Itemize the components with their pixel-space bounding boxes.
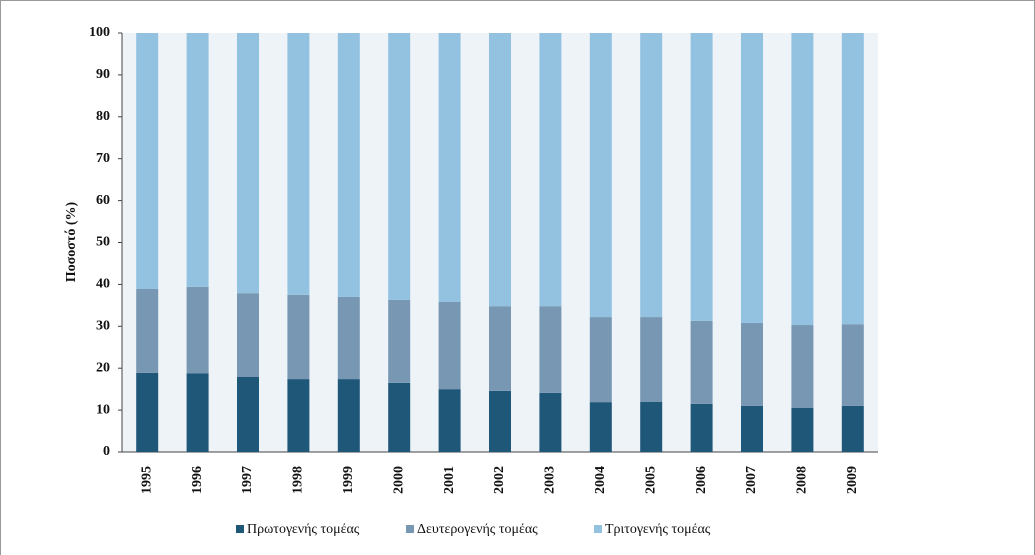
x-tick-label: 2003 bbox=[543, 466, 558, 494]
bar-segment bbox=[287, 33, 310, 295]
y-tick-label: 60 bbox=[96, 193, 110, 208]
bar-segment bbox=[136, 33, 159, 290]
x-tick-label: 2000 bbox=[391, 466, 406, 494]
bar-segment bbox=[690, 403, 713, 452]
bar-segment bbox=[237, 33, 259, 294]
bar-segment bbox=[741, 322, 763, 406]
bar-segment bbox=[640, 401, 663, 452]
bar-segment bbox=[640, 33, 663, 318]
x-tick-label: 2009 bbox=[845, 466, 860, 494]
x-tick-label: 1999 bbox=[341, 466, 356, 494]
bar-segment bbox=[791, 408, 814, 452]
bar-segment bbox=[791, 325, 814, 409]
bar-segment bbox=[438, 33, 461, 302]
bar-segment bbox=[841, 33, 864, 325]
bar-segment bbox=[741, 405, 763, 452]
y-tick-label: 100 bbox=[89, 25, 110, 40]
y-tick-label: 10 bbox=[96, 402, 110, 417]
legend-swatch bbox=[236, 525, 244, 533]
bar-segment bbox=[186, 373, 209, 452]
legend-label: Δευτερογενής τομέας bbox=[417, 522, 538, 537]
bar-segment bbox=[539, 306, 562, 393]
bar-segment bbox=[791, 33, 814, 326]
y-tick-label: 0 bbox=[103, 444, 110, 459]
bar-segment bbox=[388, 299, 411, 383]
x-tick-label: 2007 bbox=[744, 466, 759, 494]
bar-segment bbox=[237, 376, 259, 452]
x-tick-label: 2006 bbox=[694, 466, 709, 494]
x-tick-label: 2004 bbox=[593, 466, 608, 494]
bar-segment bbox=[741, 33, 763, 323]
x-tick-label: 1996 bbox=[190, 466, 205, 494]
bar-segment bbox=[388, 33, 411, 300]
x-tick-label: 2002 bbox=[492, 466, 507, 494]
bar-segment bbox=[186, 33, 209, 287]
legend-label: Τριτογενής τομέας bbox=[605, 522, 711, 537]
x-tick-label: 2001 bbox=[442, 466, 457, 494]
bar-segment bbox=[489, 306, 511, 391]
bar-segment bbox=[388, 382, 411, 452]
bar-segment bbox=[640, 317, 663, 402]
bar-segment bbox=[287, 379, 310, 452]
legend-label: Πρωτογενής τομέας bbox=[247, 522, 360, 537]
bar-segment bbox=[438, 301, 461, 390]
y-tick-label: 50 bbox=[96, 235, 110, 250]
bar-segment bbox=[438, 389, 461, 452]
bar-segment bbox=[539, 392, 562, 452]
y-tick-label: 90 bbox=[96, 67, 110, 82]
bar-segment bbox=[287, 294, 310, 380]
x-tick-label: 1997 bbox=[240, 466, 255, 494]
bar-segment bbox=[136, 289, 159, 373]
bar-segment bbox=[337, 33, 360, 297]
legend-swatch bbox=[594, 525, 602, 533]
x-tick-label: 2005 bbox=[643, 466, 658, 494]
y-tick-label: 40 bbox=[96, 277, 110, 292]
bar-segment bbox=[589, 402, 612, 452]
x-tick-label: 1998 bbox=[291, 466, 306, 494]
y-tick-label: 70 bbox=[96, 151, 110, 166]
bar-segment bbox=[539, 33, 562, 307]
bar-segment bbox=[690, 33, 713, 321]
bar-segment bbox=[589, 33, 612, 318]
legend-swatch bbox=[406, 525, 414, 533]
y-tick-label: 80 bbox=[96, 109, 110, 124]
bar-segment bbox=[337, 379, 360, 452]
bar-segment bbox=[337, 296, 360, 380]
y-axis-label: Ποσοστό (%) bbox=[64, 201, 79, 282]
bar-segment bbox=[136, 372, 159, 452]
bar-segment bbox=[186, 286, 209, 374]
y-tick-label: 20 bbox=[96, 360, 110, 375]
x-tick-label: 1995 bbox=[139, 466, 154, 494]
bar-segment bbox=[690, 320, 713, 404]
bar-segment bbox=[841, 405, 864, 452]
bar-segment bbox=[237, 293, 259, 377]
y-tick-label: 30 bbox=[96, 319, 110, 334]
legend: Πρωτογενής τομέας Δευτερογενής τομέας Τριτ… bbox=[236, 522, 711, 537]
bar-segment bbox=[589, 317, 612, 403]
x-tick-label: 2008 bbox=[795, 466, 810, 494]
bar-segment bbox=[489, 33, 511, 307]
bar-segment bbox=[489, 390, 511, 452]
bar-segment bbox=[841, 324, 864, 406]
